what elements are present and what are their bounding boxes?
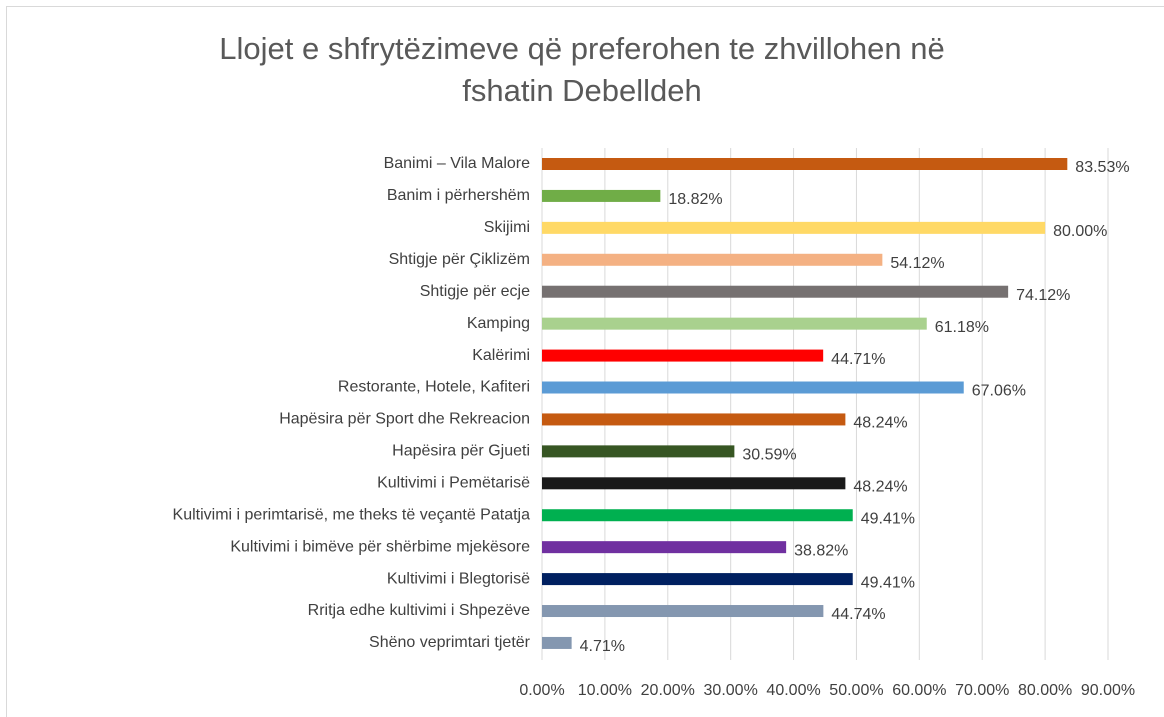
y-tick-label: Kultivimi i perimtarisë, me theks të veç… (173, 506, 531, 523)
x-tick-label: 80.00% (1018, 682, 1072, 699)
bar (542, 381, 964, 394)
x-tick-label: 90.00% (1081, 682, 1135, 699)
bar (542, 636, 572, 649)
bar (542, 509, 853, 522)
x-tick-label: 30.00% (704, 682, 758, 699)
y-tick-label: Kultivimi i Blegtorisë (387, 570, 530, 587)
data-label: 30.59% (742, 447, 796, 464)
bar (542, 221, 1046, 234)
data-label: 61.18% (935, 319, 989, 336)
x-tick-label: 40.00% (766, 682, 820, 699)
y-tick-label: Kultivimi i bimëve për shërbime mjekësor… (230, 538, 530, 555)
y-tick-label: Shtigje për ecje (420, 283, 530, 300)
y-tick-label: Kalërimi (472, 347, 530, 364)
data-label: 54.12% (890, 255, 944, 272)
bar (542, 253, 883, 266)
bar (542, 541, 787, 554)
x-tick-label: 60.00% (892, 682, 946, 699)
y-tick-label: Hapësira për Gjueti (392, 443, 530, 460)
bar (542, 349, 824, 362)
y-tick-label: Banimi – Vila Malore (384, 155, 531, 172)
y-tick-label: Hapësira për Sport dhe Rekreacion (279, 411, 530, 428)
y-tick-label: Restorante, Hotele, Kafiteri (338, 379, 530, 396)
data-label: 67.06% (972, 383, 1026, 400)
bar (542, 189, 661, 202)
data-label: 80.00% (1053, 223, 1107, 240)
data-label: 48.24% (853, 415, 907, 432)
bar (542, 413, 846, 426)
data-label: 18.82% (668, 191, 722, 208)
data-label: 49.41% (861, 574, 915, 591)
y-tick-label: Kamping (467, 315, 530, 332)
x-tick-label: 0.00% (519, 682, 564, 699)
chart-title: Llojet e shfrytëzimeve që preferohen te … (219, 31, 945, 108)
bar (542, 317, 927, 330)
y-tick-label: Kultivimi i Pemëtarisë (377, 475, 530, 492)
x-tick-label: 10.00% (578, 682, 632, 699)
y-tick-label: Skijimi (484, 219, 530, 236)
x-tick-label: 70.00% (955, 682, 1009, 699)
y-tick-label: Banim i përhershëm (387, 187, 530, 204)
data-label: 74.12% (1016, 287, 1070, 304)
data-label: 48.24% (853, 479, 907, 496)
y-tick-label: Shtigje për Çiklizëm (389, 251, 530, 268)
data-label: 38.82% (794, 542, 848, 559)
y-tick-label: Rritja edhe kultivimi i Shpezëve (308, 602, 530, 619)
data-label: 83.53% (1075, 159, 1129, 176)
chart-border (6, 6, 1164, 717)
bar (542, 158, 1068, 170)
data-label: 44.71% (831, 351, 885, 368)
x-tick-label: 50.00% (829, 682, 883, 699)
y-tick-label: Shëno veprimtari tjetër (369, 634, 531, 651)
x-tick-label: 20.00% (641, 682, 695, 699)
bar (542, 605, 824, 618)
data-label: 4.71% (580, 638, 625, 655)
data-label: 49.41% (861, 510, 915, 527)
data-label: 44.74% (831, 606, 885, 623)
bar (542, 445, 735, 458)
bar (542, 285, 1009, 298)
bar (542, 477, 846, 490)
bar (542, 573, 853, 586)
